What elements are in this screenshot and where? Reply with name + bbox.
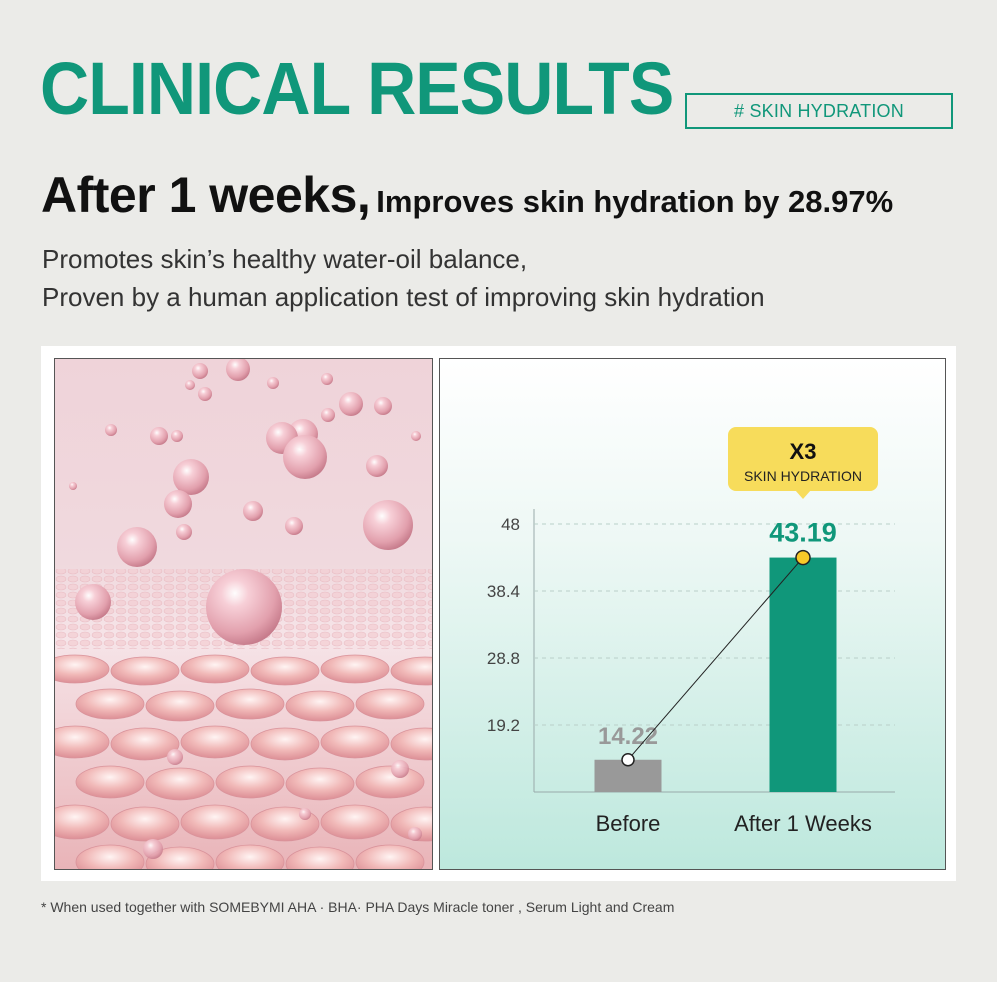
bar-value-label: 43.19	[769, 518, 837, 548]
description: Promotes skin’s healthy water-oil balanc…	[42, 240, 765, 316]
headline-sub: Improves skin hydration by 28.97%	[376, 184, 894, 219]
hydration-chart: 48 38.4 28.8 19.2 14.22 Before 43.19 After 1 We…	[439, 358, 946, 870]
description-line-2: Proven by a human application test of im…	[42, 282, 765, 312]
pink-bubbles-skin-layer-icon	[55, 359, 432, 869]
trend-connector-line	[627, 557, 804, 761]
skin-hydration-tag: # SKIN HYDRATION	[685, 93, 953, 129]
callout-main-text: X3	[790, 439, 817, 464]
y-tick-label: 48	[501, 515, 520, 534]
headline-main: After 1 weeks,	[41, 167, 371, 223]
hydration-bar-chart: 48 38.4 28.8 19.2 14.22 Before 43.19 After 1 We…	[440, 359, 945, 869]
marker-after	[795, 549, 811, 566]
callout-pointer	[795, 490, 811, 499]
skin-illustration	[54, 358, 433, 870]
callout-bubble	[728, 427, 878, 491]
callout-sub-text: SKIN HYDRATION	[744, 468, 862, 484]
y-tick-label: 28.8	[487, 649, 520, 668]
y-tick-label: 19.2	[487, 716, 520, 735]
x-category-label: Before	[596, 811, 661, 836]
headline: After 1 weeks, Improves skin hydration by…	[41, 170, 893, 220]
footnote: * When used together with SOMEBYMI AHA ·…	[41, 899, 675, 915]
bar-after	[769, 557, 837, 792]
marker-before	[621, 753, 635, 767]
x-category-label: After 1 Weeks	[734, 811, 872, 836]
bar-value-label: 14.22	[598, 723, 658, 750]
page-title: CLINICAL RESULTS	[40, 47, 674, 130]
y-tick-label: 38.4	[487, 582, 520, 601]
description-line-1: Promotes skin’s healthy water-oil balanc…	[42, 244, 528, 274]
